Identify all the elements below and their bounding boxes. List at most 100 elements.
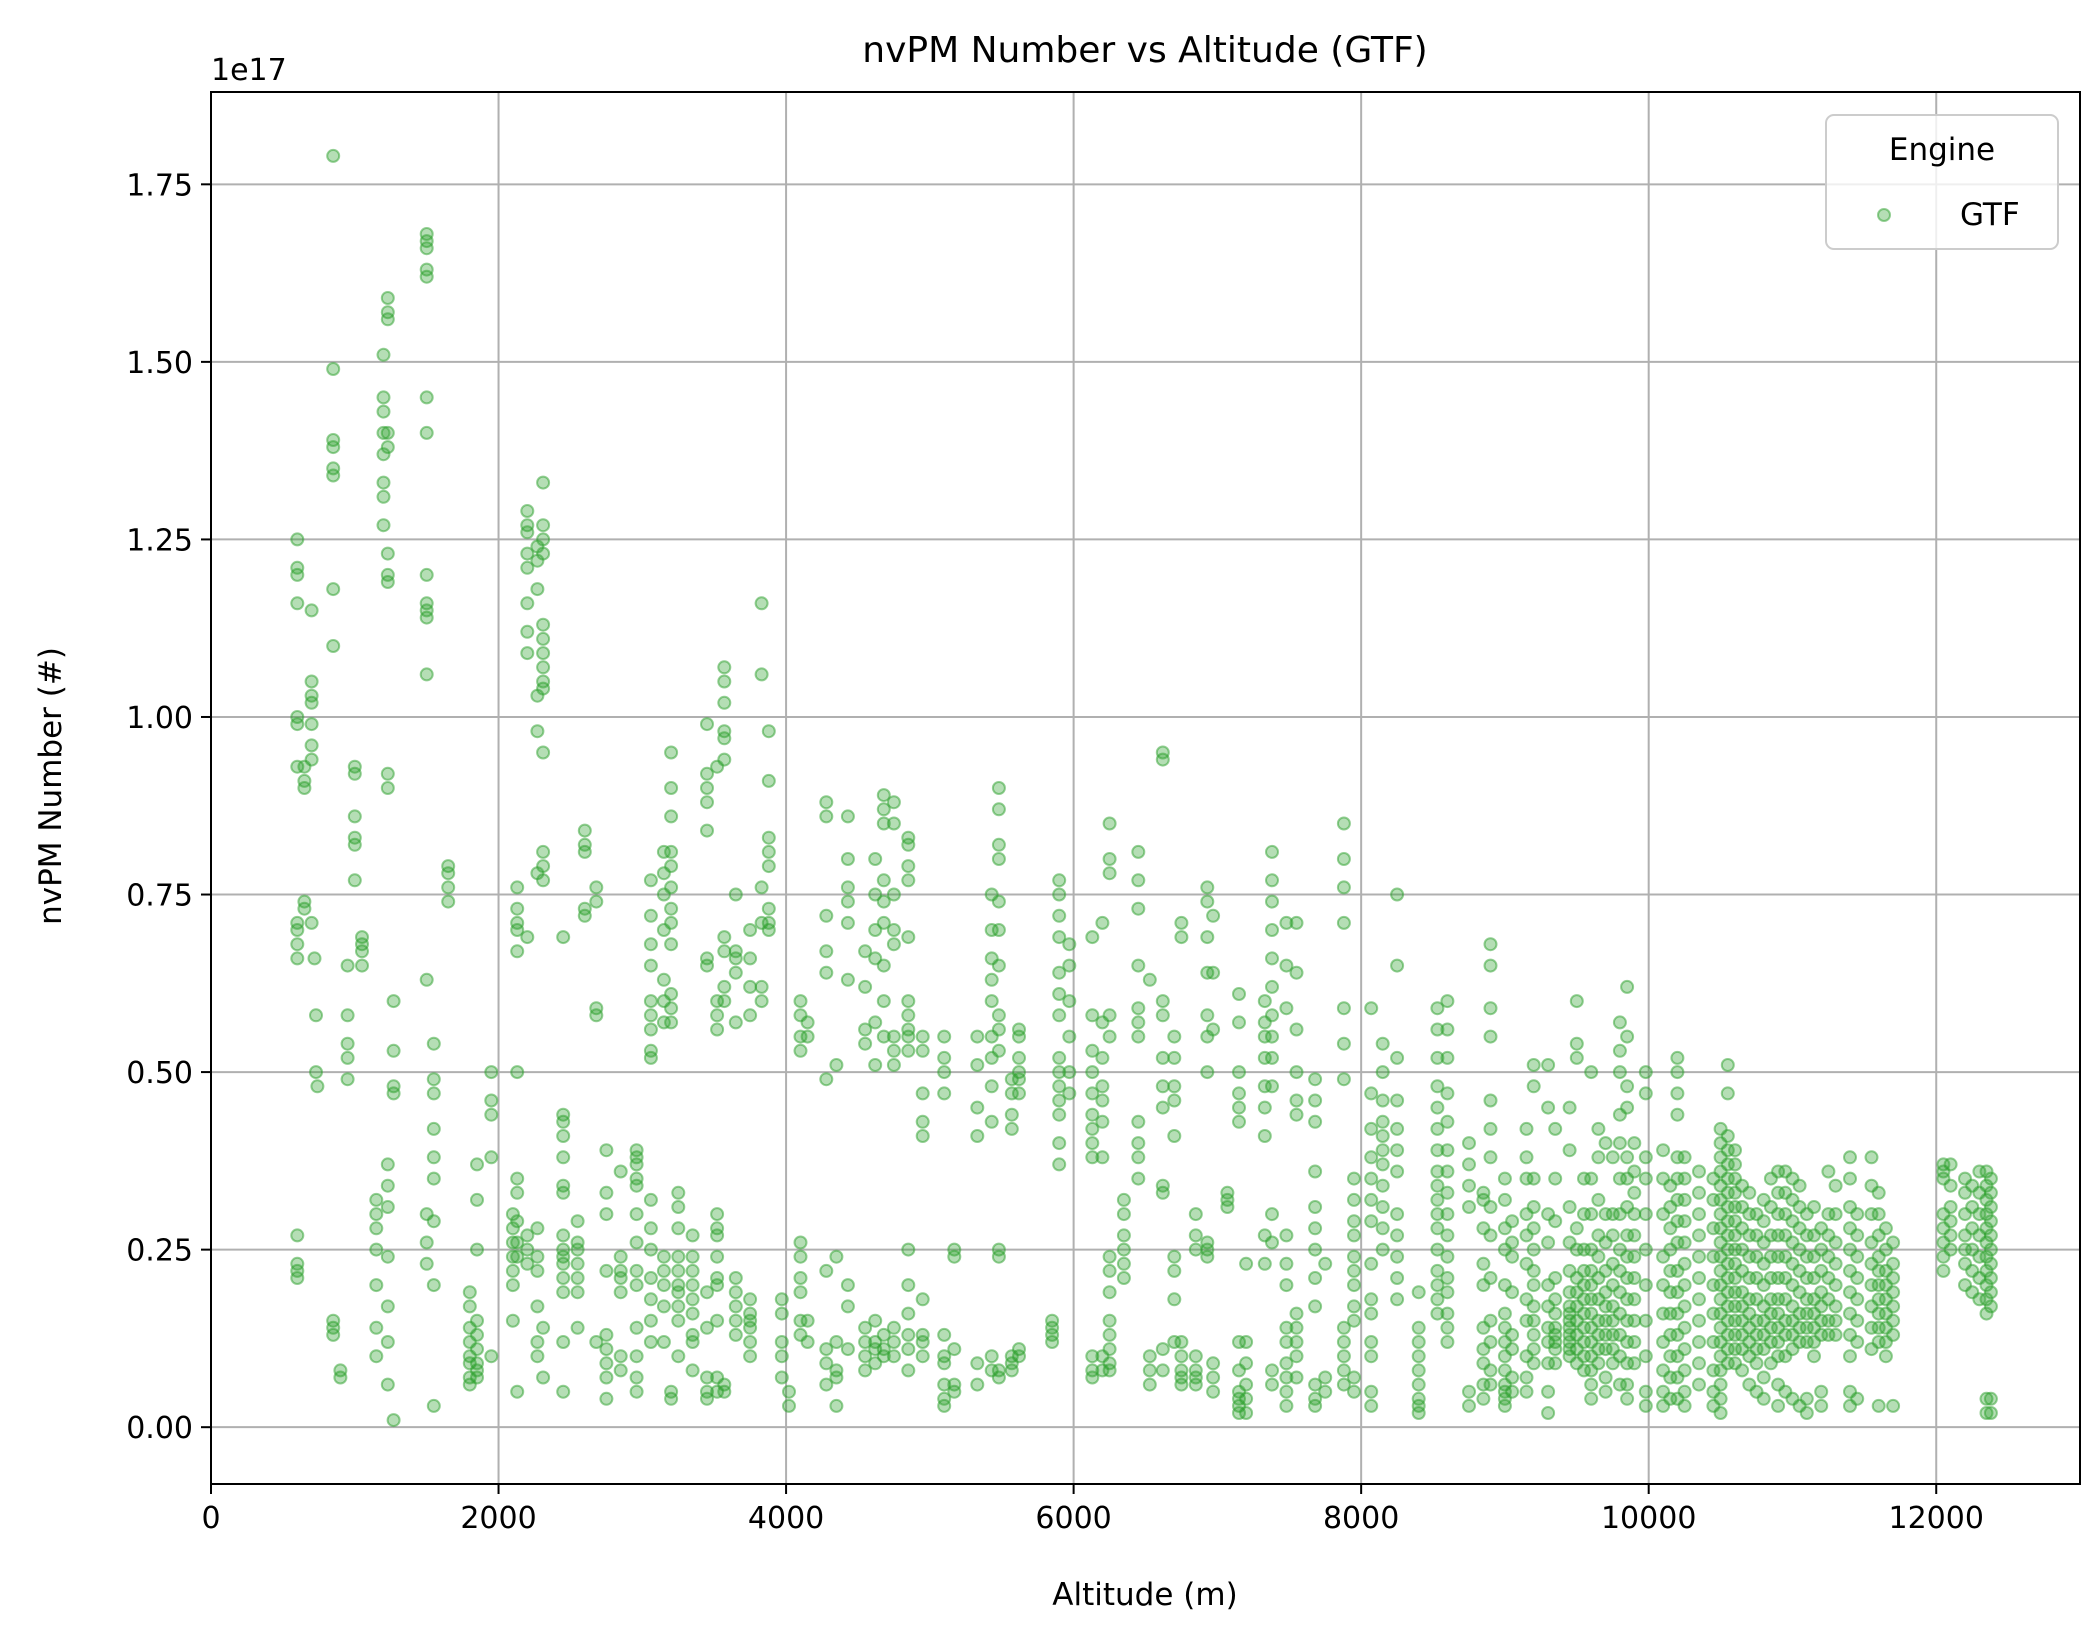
data-point <box>1843 1349 1857 1364</box>
data-point <box>743 923 758 937</box>
data-point <box>1430 1278 1445 1293</box>
data-point <box>937 1065 952 1080</box>
data-point <box>761 901 776 916</box>
data-point <box>1638 1278 1653 1293</box>
data-point <box>1239 1356 1254 1371</box>
data-point <box>728 887 743 902</box>
data-point <box>1692 1313 1706 1328</box>
data-point <box>1483 958 1498 973</box>
data-point <box>984 972 999 987</box>
data-point <box>1598 1384 1613 1399</box>
data-point <box>1062 1086 1077 1101</box>
data-point <box>1052 987 1067 1001</box>
data-point <box>419 1256 434 1271</box>
data-point <box>386 1413 401 1428</box>
data-point <box>1167 1263 1182 1278</box>
data-point <box>868 1058 883 1072</box>
data-point <box>1627 1335 1642 1349</box>
data-point <box>304 695 319 710</box>
data-point <box>536 873 551 888</box>
data-point <box>520 560 535 575</box>
data-point <box>761 773 776 788</box>
data-point <box>1526 1079 1541 1094</box>
data-point <box>1638 1065 1653 1080</box>
data-point <box>1012 1050 1026 1065</box>
data-point <box>510 1235 525 1250</box>
data-point <box>1850 1335 1865 1349</box>
data-point <box>1336 816 1351 831</box>
data-point <box>1440 1143 1455 1158</box>
data-point <box>510 880 525 895</box>
data-point <box>1828 1299 1843 1314</box>
data-point <box>1692 1292 1706 1307</box>
data-point <box>426 1072 441 1087</box>
data-point <box>1188 1377 1203 1392</box>
data-point <box>1497 1306 1512 1321</box>
data-point <box>1843 1171 1857 1186</box>
data-point <box>1289 1107 1304 1122</box>
data-point <box>1828 1207 1843 1222</box>
data-point <box>1390 1050 1405 1065</box>
data-point <box>1677 1398 1692 1413</box>
data-point <box>1871 1185 1886 1200</box>
data-point <box>1569 994 1584 1009</box>
data-point <box>937 1029 952 1044</box>
data-point <box>1526 1278 1541 1293</box>
data-point <box>1318 1384 1333 1399</box>
data-point <box>1886 1327 1901 1342</box>
data-point <box>1670 1065 1685 1080</box>
data-point <box>915 1129 930 1143</box>
data-point <box>1505 1249 1520 1264</box>
data-point <box>570 1242 585 1257</box>
data-point <box>1012 1072 1026 1087</box>
data-point <box>1627 1228 1642 1243</box>
data-point <box>840 880 855 895</box>
data-point <box>589 894 604 909</box>
data-point <box>858 1036 873 1051</box>
y-axis-label: nvPM Number (#) <box>33 647 69 925</box>
data-point <box>819 1377 834 1392</box>
data-point <box>520 504 535 518</box>
data-point <box>1692 1207 1706 1222</box>
data-point <box>1620 1079 1635 1094</box>
data-point <box>1620 1100 1635 1115</box>
data-point <box>1364 1001 1379 1016</box>
data-point <box>700 1391 714 1406</box>
x-tick-label: 4000 <box>748 1501 824 1536</box>
data-point <box>570 1320 585 1335</box>
data-point <box>1095 1079 1110 1094</box>
data-point <box>1062 994 1077 1009</box>
data-point <box>829 1398 844 1413</box>
data-point <box>1131 1171 1146 1186</box>
data-point <box>376 489 391 504</box>
data-point <box>1497 1192 1512 1207</box>
data-point <box>426 1171 441 1186</box>
data-point <box>1232 1100 1246 1115</box>
data-point <box>991 923 1006 937</box>
data-point <box>1347 1299 1361 1314</box>
data-point <box>761 844 776 859</box>
data-point <box>1188 1242 1203 1257</box>
data-point <box>664 844 679 859</box>
data-point <box>1279 1370 1294 1385</box>
data-point <box>1983 1406 1998 1420</box>
data-point <box>1526 1200 1541 1214</box>
data-point <box>886 1335 901 1349</box>
data-point <box>685 1335 700 1349</box>
data-point <box>717 695 732 710</box>
data-point <box>1062 1029 1077 1044</box>
data-point <box>1188 1228 1203 1243</box>
data-point <box>510 1249 525 1264</box>
data-point <box>1548 1171 1563 1186</box>
data-point <box>556 1150 571 1165</box>
data-point <box>1850 1391 1865 1406</box>
data-point <box>1052 1093 1067 1108</box>
data-point <box>1440 1271 1455 1285</box>
data-point <box>1620 1391 1635 1406</box>
data-point <box>664 809 679 824</box>
data-point <box>685 1292 700 1307</box>
data-point <box>376 447 391 462</box>
data-point <box>1012 1086 1026 1101</box>
data-point <box>1232 987 1246 1001</box>
data-point <box>819 1263 834 1278</box>
